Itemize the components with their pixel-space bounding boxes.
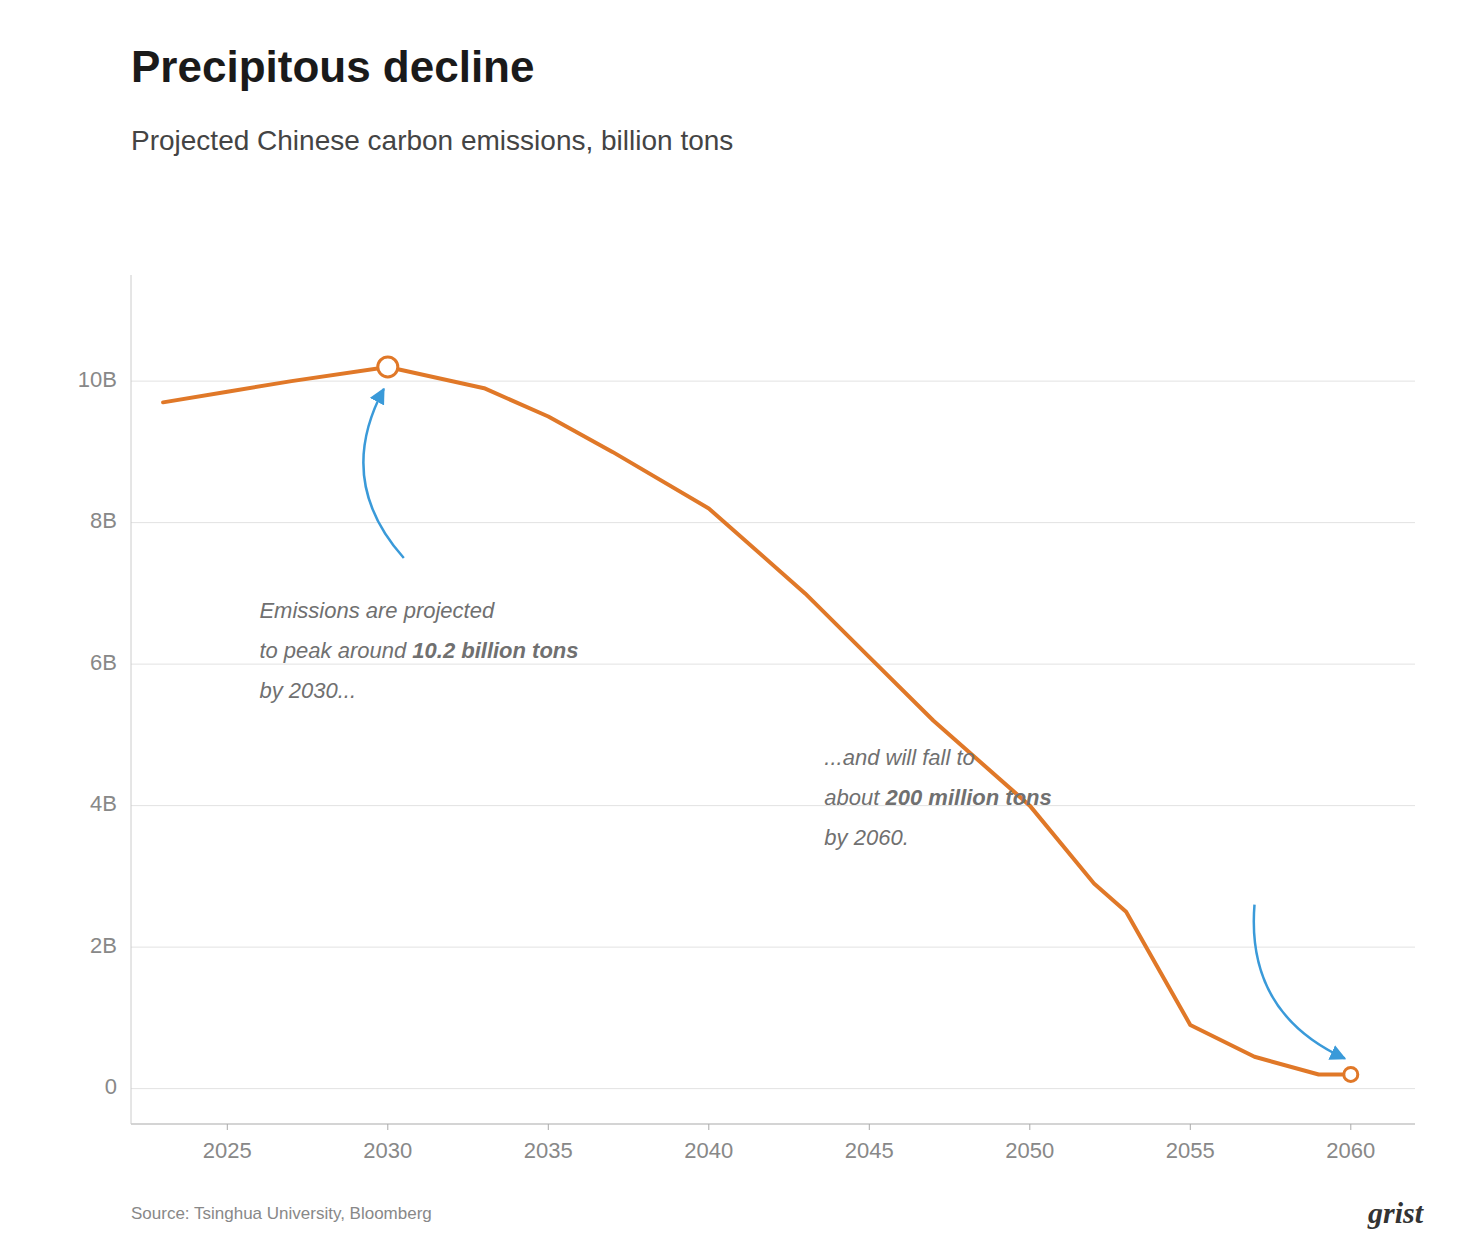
grid-line [131, 947, 1415, 948]
y-tick-label: 4B [90, 791, 117, 816]
y-tick-label: 8B [90, 508, 117, 533]
annotation-arrow [363, 389, 403, 558]
x-tick [1190, 1124, 1191, 1130]
annotation-line: by 2060. [824, 825, 908, 850]
x-tick [1350, 1124, 1351, 1130]
grid-line [131, 522, 1415, 523]
annotation-line: about 200 million tons [824, 785, 1051, 810]
y-tick-label: 6B [90, 650, 117, 675]
annotation-text: Emissions are projected [259, 598, 495, 623]
annotation-text: to peak around [259, 638, 412, 663]
x-tick [227, 1124, 228, 1130]
x-tick-label: 2055 [1166, 1138, 1215, 1163]
logo: grist [1367, 1196, 1425, 1229]
annotation-line: to peak around 10.2 billion tons [259, 638, 578, 663]
x-tick [387, 1124, 388, 1130]
title: Precipitous decline [131, 42, 534, 91]
x-tick [869, 1124, 870, 1130]
annotation-line: ...and will fall to [824, 745, 974, 770]
x-tick-label: 2060 [1326, 1138, 1375, 1163]
x-tick-label: 2050 [1005, 1138, 1054, 1163]
chart: Precipitous decline Projected Chinese car… [0, 0, 1459, 1249]
annotation-line: Emissions are projected [259, 598, 495, 623]
highlight-marker [378, 357, 398, 377]
grid-line [131, 1088, 1415, 1089]
x-tick-label: 2030 [363, 1138, 412, 1163]
grid-line [131, 664, 1415, 665]
x-axis-line [131, 1123, 1415, 1124]
annotation-text: by 2060. [824, 825, 908, 850]
subtitle: Projected Chinese carbon emissions, bill… [131, 125, 733, 156]
annotation-text: 10.2 billion tons [412, 638, 578, 663]
source: Source: Tsinghua University, Bloomberg [131, 1204, 432, 1223]
x-tick [548, 1124, 549, 1130]
x-tick-label: 2045 [845, 1138, 894, 1163]
annotation-text: about [824, 785, 885, 810]
y-tick-label: 10B [78, 367, 117, 392]
grid [131, 381, 1415, 1089]
x-tick-label: 2025 [203, 1138, 252, 1163]
x-tick [708, 1124, 709, 1130]
y-axis-line [131, 275, 132, 1124]
y-tick-label: 2B [90, 933, 117, 958]
highlight-marker [1344, 1067, 1358, 1081]
grid-line [131, 805, 1415, 806]
x-tick [1029, 1124, 1030, 1130]
y-tick-label: 0 [105, 1074, 117, 1099]
data-line [163, 367, 1351, 1074]
annotation-text: ...and will fall to [824, 745, 974, 770]
plot-area [163, 357, 1358, 1082]
x-tick-label: 2035 [524, 1138, 573, 1163]
annotation-line: by 2030... [259, 678, 356, 703]
annotation-arrow [1254, 905, 1345, 1059]
x-tick-label: 2040 [684, 1138, 733, 1163]
annotation-text: by 2030... [259, 678, 356, 703]
annotation-text: 200 million tons [885, 785, 1052, 810]
grid-line [131, 381, 1415, 382]
